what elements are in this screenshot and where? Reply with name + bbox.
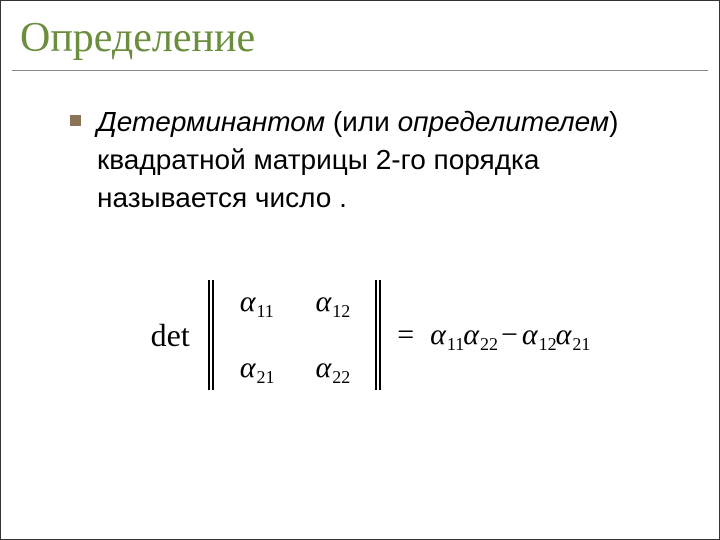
matrix-elem-11: α11 (240, 285, 274, 319)
sub: 22 (480, 334, 498, 354)
sub: 21 (572, 334, 590, 354)
sub: 12 (332, 301, 350, 321)
sub: 21 (256, 367, 274, 387)
matrix-elem-21: α21 (240, 351, 274, 385)
sub: 11 (447, 334, 464, 354)
alpha: α (240, 351, 256, 384)
alpha: α (315, 285, 331, 318)
matrix-elem-12: α12 (315, 285, 349, 319)
alpha: α (315, 351, 331, 384)
sub: 12 (539, 334, 557, 354)
slide-frame (0, 0, 720, 540)
alpha: α (240, 285, 256, 318)
sub: 22 (332, 367, 350, 387)
matrix-elem-22: α22 (315, 351, 349, 385)
sub: 11 (256, 301, 273, 321)
